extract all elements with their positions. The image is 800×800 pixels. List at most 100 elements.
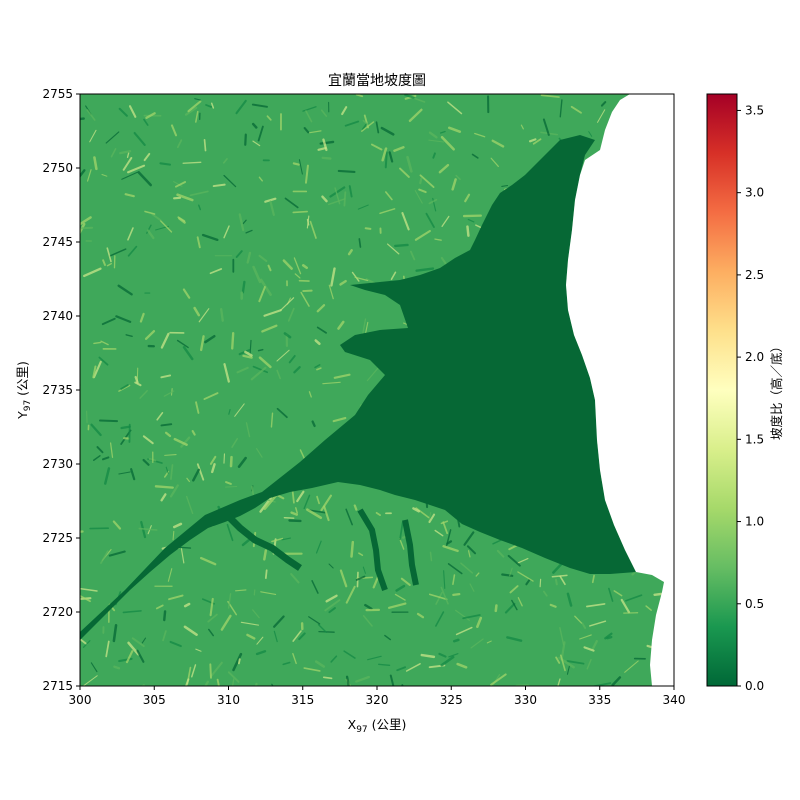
colorbar-ticks: 0.0 0.5 1.0 1.5 2.0 2.5 3.0 3.5 <box>737 103 764 693</box>
slope-stroke <box>196 463 205 481</box>
x-tick-label: 330 <box>514 693 537 707</box>
slope-stroke <box>167 568 173 582</box>
slope-stroke <box>108 550 126 557</box>
slope-stroke <box>276 407 288 419</box>
slope-stroke <box>195 401 200 414</box>
y-tick-label: 2725 <box>42 531 73 545</box>
x-tick-label: 335 <box>588 693 611 707</box>
slope-stroke <box>389 674 395 686</box>
slope-stroke <box>378 663 391 667</box>
slope-stroke <box>236 366 249 374</box>
slope-stroke <box>124 193 135 198</box>
slope-stroke <box>671 462 674 466</box>
slope-stroke <box>284 197 299 209</box>
slope-stroke <box>455 626 473 636</box>
slope-stroke <box>273 615 285 628</box>
slope-stroke <box>475 572 480 577</box>
slope-stroke <box>345 508 353 526</box>
slope-stroke <box>362 119 370 127</box>
slope-stroke <box>109 442 114 458</box>
slope-stroke <box>142 458 150 466</box>
slope-stroke <box>504 602 516 614</box>
slope-stroke <box>249 339 252 355</box>
slope-stroke <box>388 602 407 609</box>
slope-stroke <box>225 481 232 485</box>
slope-stroke <box>223 225 230 239</box>
slope-stroke <box>501 184 509 187</box>
slope-stroke <box>223 174 237 188</box>
slope-stroke <box>624 660 639 673</box>
slope-stroke <box>192 468 200 482</box>
slope-stroke <box>579 634 592 640</box>
slope-stroke <box>542 590 548 597</box>
slope-stroke <box>220 614 232 631</box>
slope-stroke <box>509 567 513 577</box>
slope-stroke <box>93 341 102 345</box>
slope-stroke <box>329 186 346 198</box>
slope-stroke <box>186 477 191 483</box>
slope-stroke <box>182 288 191 299</box>
y-axis-label: Y97 (公里) <box>15 361 33 420</box>
slope-stroke <box>366 367 380 382</box>
slope-stroke <box>122 610 142 614</box>
slope-stroke <box>128 105 137 118</box>
slope-stroke <box>540 94 560 98</box>
slope-stroke <box>525 579 531 586</box>
slope-stroke <box>401 212 410 231</box>
slope-stroke <box>211 463 216 474</box>
slope-stroke <box>134 375 139 384</box>
y-tick-label: 2735 <box>42 383 73 397</box>
slope-stroke <box>173 196 182 200</box>
slope-stroke <box>264 569 268 580</box>
slope-stroke <box>255 650 267 656</box>
slope-stroke <box>381 147 388 162</box>
slope-stroke <box>606 635 613 640</box>
slope-stroke <box>100 340 109 346</box>
slope-stroke <box>328 563 334 569</box>
slope-stroke <box>173 181 183 187</box>
slope-stroke <box>586 659 592 670</box>
slope-stroke <box>447 563 463 575</box>
slope-stroke <box>509 585 519 594</box>
slope-stroke <box>143 152 151 162</box>
slope-stroke <box>447 101 463 115</box>
slope-stroke <box>566 665 570 675</box>
slope-stroke <box>394 243 409 248</box>
slope-stroke <box>199 335 205 352</box>
slope-stroke <box>395 584 406 592</box>
slope-stroke <box>486 640 492 644</box>
river-southeast <box>357 508 388 591</box>
colorbar-tick-label: 1.0 <box>745 515 764 529</box>
y-tick-label: 2720 <box>42 605 73 619</box>
slope-stroke <box>441 215 450 228</box>
slope-stroke <box>133 131 146 146</box>
slope-stroke <box>176 339 189 349</box>
slope-stroke <box>604 632 613 640</box>
slope-stroke <box>406 155 413 173</box>
slope-stroke <box>362 566 366 574</box>
slope-stroke <box>187 100 202 113</box>
slope-stroke <box>216 678 220 686</box>
slope-stroke <box>442 545 459 553</box>
slope-stroke <box>645 605 652 611</box>
slope-stroke <box>137 171 152 187</box>
slope-stroke <box>542 118 550 136</box>
x-axis: 300 305 310 315 320 325 330 335 340 <box>69 686 685 707</box>
slope-stroke <box>144 329 156 340</box>
slope-stroke <box>258 356 272 369</box>
slope-stroke <box>194 98 201 101</box>
slope-stroke <box>130 468 136 481</box>
slope-stroke <box>86 109 96 121</box>
slope-stroke <box>314 339 321 346</box>
slope-stroke <box>298 632 306 641</box>
slope-stroke <box>160 332 170 349</box>
slope-stroke <box>591 640 598 651</box>
slope-stroke <box>517 597 523 607</box>
slope-stroke <box>209 455 217 465</box>
slope-stroke <box>231 438 239 448</box>
slope-stroke <box>452 574 456 585</box>
slope-stroke <box>195 110 199 123</box>
slope-stroke <box>303 127 310 134</box>
slope-stroke <box>163 610 167 622</box>
x-tick-label: 310 <box>217 693 240 707</box>
